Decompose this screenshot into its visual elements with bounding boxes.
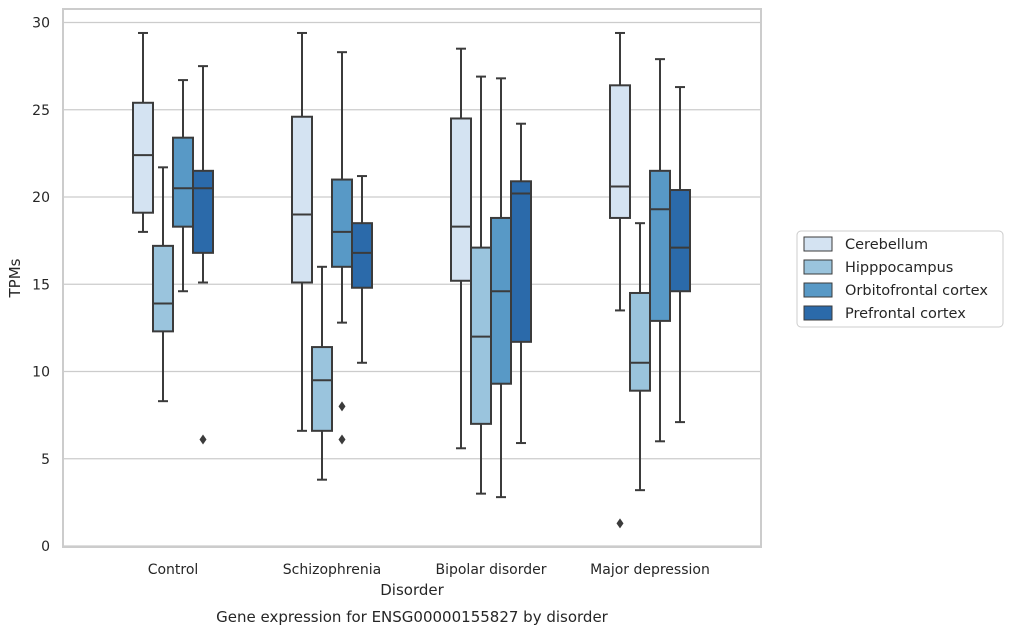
box-hipppocampus-major-depression [629,222,651,492]
x-tick-labels: Control Schizophrenia Bipolar disorder Majo… [148,562,710,578]
y-tick-label: 30 [32,16,50,32]
legend-label: Cerebellum [845,237,928,253]
box-body [510,180,532,343]
box-body [311,346,333,432]
legend-label: Orbitofrontal cortex [845,283,988,299]
box-body [192,169,214,254]
y-tick-label: 20 [32,190,50,206]
box-body [609,84,631,219]
y-tick-label: 5 [41,452,50,468]
box-hipppocampus-bipolar-disorder [470,75,492,495]
outlier-point [616,518,624,529]
legend-label: Hipppocampus [845,260,953,276]
box-body [331,178,353,268]
box-prefrontal-cortex-control [192,65,214,445]
box-body [629,291,651,392]
x-axis-label: Disorder [380,581,444,599]
box-body [291,115,313,284]
box-body [490,216,512,385]
box-prefrontal-cortex-bipolar-disorder [510,122,532,445]
y-tick-label: 25 [32,103,50,119]
box-body [669,189,691,293]
y-tick-label: 10 [32,365,50,381]
box-orbitofrontal-cortex-major-depression [649,58,671,443]
box-orbitofrontal-cortex-bipolar-disorder [490,77,512,499]
box-hipppocampus-schizophrenia [311,265,333,481]
x-tick-label: Schizophrenia [283,562,381,578]
box-cerebellum-control [132,31,154,233]
legend: Cerebellum Hipppocampus Orbitofrontal cort… [796,230,1004,328]
box-cerebellum-major-depression [609,31,631,529]
box-orbitofrontal-cortex-control [172,79,194,293]
outlier-point [338,434,346,445]
box-body [450,117,472,282]
legend-swatch [803,259,833,275]
x-tick-label: Major depression [590,562,710,578]
x-tick-label: Control [148,562,199,578]
chart-caption: Gene expression for ENSG00000155827 by d… [216,608,609,626]
box-prefrontal-cortex-schizophrenia [351,175,373,364]
y-tick-label: 0 [41,539,50,555]
y-tick-labels: 0 5 10 15 20 25 30 [32,16,50,556]
y-axis-label: TPMs [6,258,24,298]
legend-frame [796,230,1004,328]
plot-frame [62,8,762,548]
box-hipppocampus-control [152,166,174,403]
box-body [649,169,671,322]
box-prefrontal-cortex-major-depression [669,86,691,424]
box-body [132,101,154,214]
outlier-point [199,434,207,445]
box-orbitofrontal-cortex-schizophrenia [331,51,353,445]
boxes [132,31,691,529]
y-tick-label: 15 [32,277,50,293]
outlier-point [338,401,346,412]
legend-label: Prefrontal cortex [845,306,966,322]
legend-swatch [803,305,833,321]
box-body [172,136,194,228]
legend-swatch [803,282,833,298]
box-cerebellum-schizophrenia [291,31,313,432]
box-cerebellum-bipolar-disorder [450,47,472,450]
x-tick-label: Bipolar disorder [435,562,546,578]
box-body [351,222,373,289]
legend-swatch [803,236,833,252]
box-body [152,244,174,333]
